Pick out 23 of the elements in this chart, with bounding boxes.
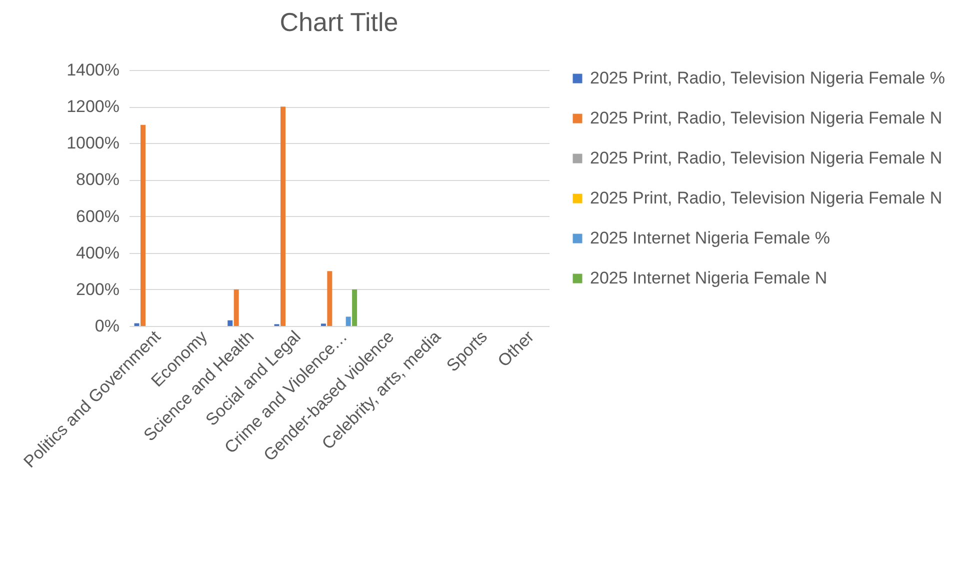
legend-label: 2025 Internet Nigeria Female % <box>590 228 830 248</box>
y-tick-label: 600% <box>76 206 120 226</box>
bar <box>134 323 140 326</box>
legend-label: 2025 Internet Nigeria Female N <box>590 268 828 288</box>
legend-label: 2025 Print, Radio, Television Nigeria Female N <box>590 148 942 168</box>
y-tick-label: 0% <box>94 316 120 336</box>
y-tick-label: 400% <box>76 243 120 262</box>
bar <box>280 106 286 326</box>
bar <box>346 316 351 326</box>
bar <box>140 124 146 326</box>
y-tick-label: 1400% <box>66 60 120 80</box>
legend-label: 2025 Print, Radio, Television Nigeria Female N <box>590 188 942 208</box>
y-tick-label: 800% <box>76 170 120 190</box>
y-tick-label: 1000% <box>66 134 120 153</box>
legend-label: 2025 Print, Radio, Television Nigeria Female % <box>590 68 945 88</box>
y-tick-label: 200% <box>76 280 120 299</box>
bar <box>327 271 332 326</box>
chart-title: Chart Title <box>280 7 398 37</box>
bar <box>352 289 358 326</box>
bar <box>228 320 233 326</box>
y-tick-label: 1200% <box>66 97 120 116</box>
legend-label: 2025 Print, Radio, Television Nigeria Female N <box>590 108 942 128</box>
bar <box>234 289 239 326</box>
